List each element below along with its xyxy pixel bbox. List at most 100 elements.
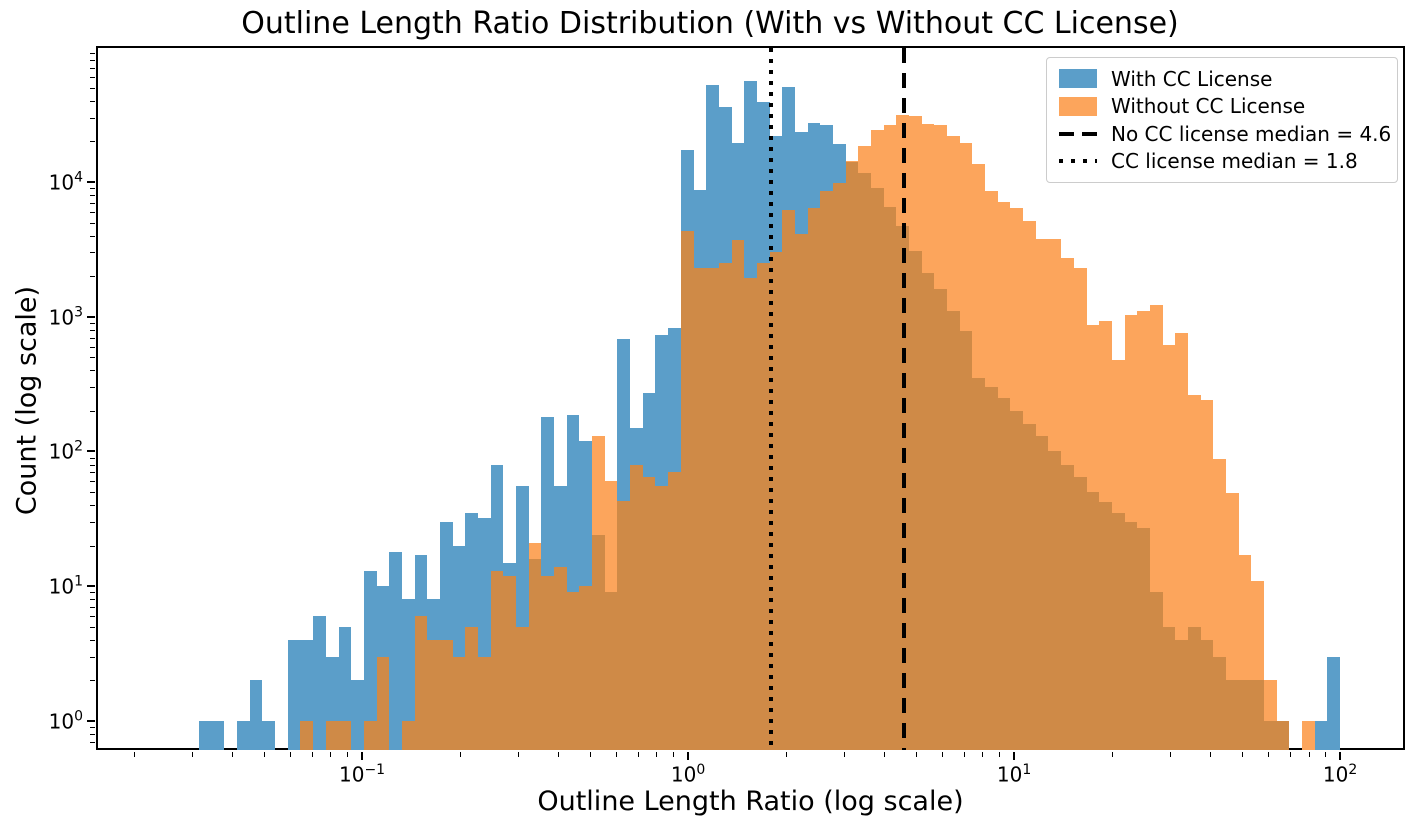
histogram-bar (985, 190, 998, 388)
histogram-bar (237, 721, 250, 750)
histogram-bar (579, 440, 592, 587)
histogram-bar-overlap (757, 263, 770, 750)
histogram-bar (934, 125, 947, 290)
histogram-bar-overlap (529, 558, 541, 750)
histogram-bar (1150, 304, 1163, 593)
y-minor-tick (90, 387, 95, 388)
legend-label: With CC License (1111, 66, 1273, 91)
histogram-bar (617, 339, 630, 501)
histogram-bar-overlap (427, 639, 440, 750)
y-minor-tick (90, 236, 95, 237)
histogram-bar (972, 163, 985, 379)
y-minor-tick (90, 522, 95, 523)
histogram-bar (795, 131, 808, 235)
x-minor-tick (1242, 752, 1243, 757)
histogram-bar (402, 599, 415, 722)
histogram-bar-overlap (605, 592, 617, 750)
histogram-bar (554, 486, 567, 567)
histogram-bar-overlap (922, 273, 934, 750)
x-minor-tick (1210, 752, 1211, 757)
histogram-bar-overlap (402, 721, 415, 750)
histogram-bar-overlap (833, 183, 846, 750)
blue-patch-icon (1059, 69, 1097, 89)
histogram-bar-overlap (1125, 521, 1137, 750)
histogram-bar (491, 464, 503, 571)
y-minor-tick (90, 141, 95, 142)
histogram-bar-overlap (655, 486, 668, 750)
histogram-bar-overlap (415, 616, 427, 750)
histogram-bar (377, 586, 389, 657)
histogram-bar-overlap (1061, 464, 1074, 750)
histogram-bar-overlap (465, 626, 478, 750)
histogram-bar (1112, 359, 1125, 513)
y-tick-label: 104 (48, 169, 83, 195)
histogram-bar (694, 190, 706, 268)
x-major-tick (361, 752, 363, 760)
x-minor-tick (786, 752, 787, 757)
x-minor-tick (844, 752, 845, 757)
histogram-bar-overlap (440, 639, 453, 750)
histogram-bar (782, 87, 795, 210)
x-minor-tick (616, 752, 617, 757)
y-minor-tick (90, 347, 95, 348)
x-minor-tick (884, 752, 885, 757)
histogram-bar (288, 639, 300, 750)
y-minor-tick (90, 88, 95, 89)
y-minor-tick (90, 330, 95, 331)
y-minor-tick (90, 680, 95, 681)
y-major-tick (87, 181, 95, 183)
cc-median-line (769, 48, 773, 750)
y-minor-tick (90, 481, 95, 482)
y-minor-tick (90, 607, 95, 608)
histogram-bar-overlap (503, 575, 516, 750)
histogram-bar (1074, 267, 1087, 477)
histogram-bar-overlap (1087, 492, 1099, 750)
y-minor-tick (90, 458, 95, 459)
histogram-bar-overlap (1277, 721, 1289, 750)
y-tick-label: 100 (48, 708, 83, 734)
histogram-bar-overlap (706, 267, 719, 750)
histogram-bar (820, 124, 833, 192)
histogram-bar-overlap (326, 721, 339, 750)
histogram-bar (833, 144, 846, 184)
x-minor-tick (330, 752, 331, 757)
x-minor-tick (312, 752, 313, 757)
histogram-bar (808, 123, 820, 209)
x-minor-tick (1309, 752, 1310, 757)
histogram-bar-overlap (947, 311, 960, 750)
histogram-bar-overlap (1226, 680, 1239, 750)
y-major-tick (87, 450, 95, 452)
histogram-bar (1302, 721, 1315, 750)
histogram-bar (1315, 721, 1327, 750)
histogram-bar (592, 436, 605, 535)
histogram-bar-overlap (909, 250, 922, 750)
histogram-bar-overlap (744, 277, 757, 750)
histogram-bar (313, 616, 326, 750)
y-tick-label: 102 (48, 439, 83, 464)
histogram-bar (1327, 656, 1340, 750)
histogram-bar (567, 415, 579, 593)
histogram-bar (770, 135, 782, 253)
legend-item-without-cc: Without CC License (1059, 93, 1387, 121)
histogram-bar-overlap (579, 586, 592, 750)
dashed-line-icon (1059, 131, 1097, 136)
y-minor-tick (90, 599, 95, 600)
y-minor-tick (90, 616, 95, 617)
histogram-bar (706, 85, 719, 268)
y-minor-tick (90, 592, 95, 593)
histogram-bar-overlap (339, 721, 351, 750)
histogram-bar (326, 656, 339, 722)
histogram-bar-overlap (478, 656, 491, 750)
histogram-bar (541, 417, 554, 576)
histogram-bar (1201, 400, 1213, 640)
histogram-bar-overlap (681, 231, 694, 750)
x-tick-label: 100 (670, 762, 706, 787)
histogram-bar (1239, 555, 1251, 681)
histogram-bar-overlap (643, 476, 655, 750)
x-major-tick (1339, 752, 1341, 760)
histogram-bar-overlap (846, 162, 858, 750)
x-axis-label: Outline Length Ratio (log scale) (537, 786, 964, 817)
histogram-bar-overlap (808, 208, 820, 750)
histogram-bar-overlap (732, 240, 744, 750)
x-minor-tick (964, 752, 965, 757)
